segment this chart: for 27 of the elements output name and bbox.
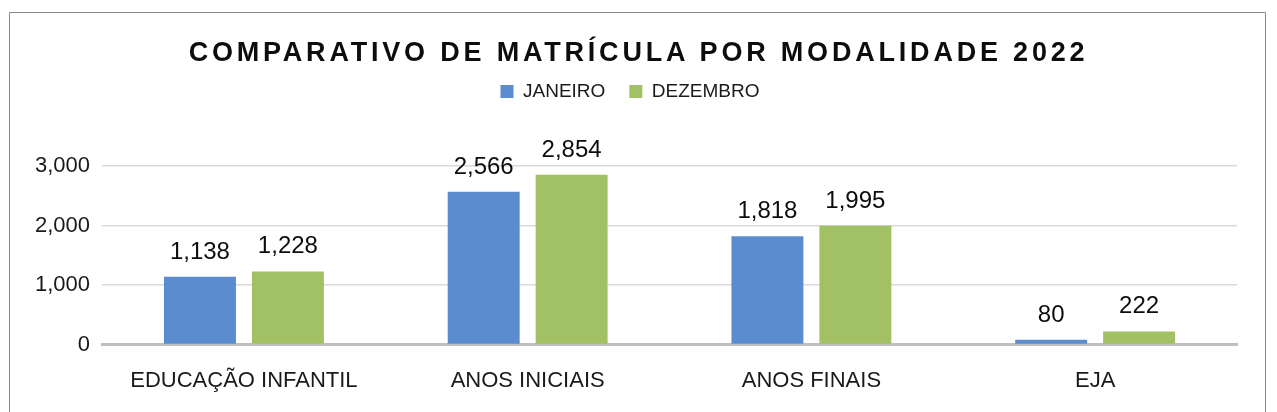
data-label: 80	[1037, 299, 1065, 327]
x-tick-label: ANOS INICIAIS	[450, 366, 605, 392]
legend-label: DEZEMBRO	[651, 79, 760, 101]
bar	[1103, 331, 1176, 344]
data-label: 2,566	[453, 151, 514, 179]
bar	[163, 276, 236, 344]
data-label: 1,818	[737, 196, 798, 224]
bar	[251, 271, 324, 344]
bar	[535, 174, 608, 344]
legend-label: JANEIRO	[522, 79, 606, 101]
x-tick-label: EDUCAÇÃO INFANTIL	[130, 366, 358, 392]
chart-title: COMPARATIVO DE MATRÍCULA POR MODALIDADE 2022	[187, 35, 1090, 69]
data-label: 222	[1119, 291, 1160, 319]
x-tick-label: ANOS FINAIS	[741, 366, 882, 392]
x-tick-label: EJA	[1074, 366, 1116, 392]
y-tick-label: 3,000	[34, 152, 91, 178]
bar	[447, 191, 520, 344]
data-label: 1,138	[169, 236, 230, 264]
data-label: 2,854	[541, 134, 602, 162]
y-tick-label: 0	[77, 330, 91, 356]
bar	[819, 225, 892, 344]
data-label: 1,228	[257, 231, 318, 259]
bar	[731, 236, 804, 344]
y-tick-label: 1,000	[34, 271, 91, 297]
data-label: 1,995	[825, 185, 886, 213]
bar	[1015, 339, 1088, 344]
y-tick-label: 2,000	[34, 211, 91, 237]
